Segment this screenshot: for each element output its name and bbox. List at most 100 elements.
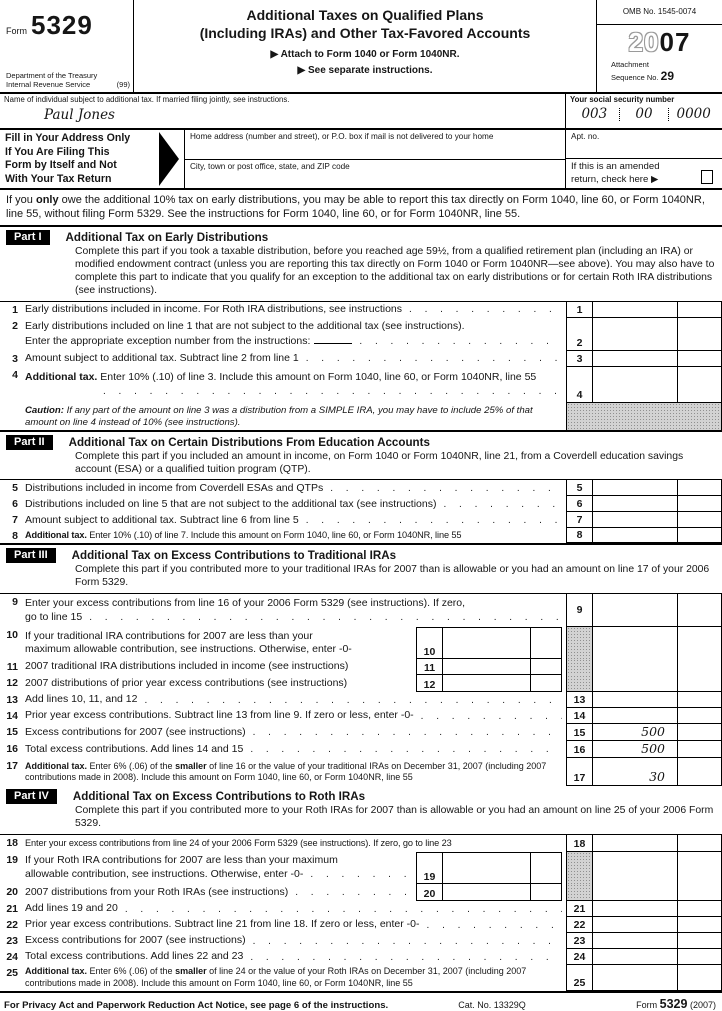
line-22-cents-cell[interactable] (678, 917, 722, 932)
line-21-cents-cell[interactable] (678, 901, 722, 916)
ssn-area[interactable]: 003 (581, 106, 608, 122)
name-field[interactable]: Name of individual subject to additional… (0, 94, 565, 128)
line-17-row: 17 Additional tax. Enter 6% (.06) of the… (0, 758, 722, 787)
name-ssn-row: Name of individual subject to additional… (0, 94, 722, 130)
line-1-amount-cell[interactable] (593, 301, 678, 317)
line-15-amount-cell[interactable]: 500 (593, 724, 678, 741)
line-6-amount-cell[interactable] (593, 496, 678, 512)
form-number-block: Form 5329 Department of the Treasury Inte… (0, 0, 134, 92)
line-14-cents-cell[interactable] (678, 708, 722, 724)
tax-year: 2007 (597, 27, 722, 58)
line-2-number: 2 (12, 319, 18, 332)
line-12-amount-cell[interactable] (443, 675, 531, 693)
line-21-amount-cell[interactable] (593, 901, 678, 916)
line-3-amount-cell[interactable] (593, 350, 678, 366)
line-19-text2: allowable contribution, see instructions… (25, 868, 304, 880)
line-20-amount-cell[interactable] (443, 884, 531, 901)
caution-bold: Caution: (25, 404, 64, 416)
line-25-cents-cell[interactable] (678, 965, 722, 990)
line-4-amount-cell[interactable] (593, 366, 678, 402)
line-5-cents-cell[interactable] (678, 480, 722, 496)
line-2-cents-cell[interactable] (678, 317, 722, 350)
line-22-amount-cell[interactable] (593, 917, 678, 932)
ssn-group[interactable]: 00 (635, 106, 653, 122)
line-14-amount-cell[interactable] (593, 708, 678, 724)
line-8-amount-cell[interactable] (593, 528, 678, 543)
leader-dots (306, 514, 562, 527)
line-18-row: 18 Enter your excess contributions from … (0, 835, 722, 852)
right-arrow-icon (159, 132, 179, 186)
ssn-field[interactable]: Your social security number 003 00 0000 (565, 94, 722, 128)
line-12-text: 2007 distributions of prior year excess … (25, 676, 348, 689)
line-16-amount-cell[interactable]: 500 (593, 741, 678, 758)
line-23-amount-cell[interactable] (593, 933, 678, 948)
line-11-amount-cell[interactable] (443, 659, 531, 676)
line-7-cents-cell[interactable] (678, 512, 722, 528)
line-4-cents-cell[interactable] (678, 366, 722, 402)
exception-number-blank[interactable] (314, 334, 353, 344)
line-11-row: 11 2007 traditional IRA distributions in… (0, 659, 722, 676)
dept-line2: Internal Revenue Service (6, 80, 91, 89)
line-9-amount-cell[interactable] (593, 594, 678, 627)
line-7-text: Amount subject to additional tax. Subtra… (25, 513, 299, 526)
amended-return-checkbox[interactable] (701, 170, 713, 184)
line-23-cents-cell[interactable] (678, 933, 722, 948)
home-address-field[interactable]: Home address (number and street), or P.O… (185, 130, 565, 160)
part3-label: Part III (6, 548, 56, 564)
leader-dots (89, 611, 562, 624)
line-14-row: 14 Prior year excess contributions. Subt… (0, 708, 722, 725)
line-23-row: 23 Excess contributions for 2007 (see in… (0, 933, 722, 949)
line-17-cents-cell[interactable] (678, 758, 722, 786)
line-16-cents-cell[interactable] (678, 741, 722, 758)
line-12-cents-cell[interactable] (531, 675, 562, 693)
form-footer: For Privacy Act and Paperwork Reduction … (0, 991, 722, 1011)
name-label: Name of individual subject to additional… (4, 95, 290, 104)
line-10-cents-cell[interactable] (531, 627, 562, 660)
line-25-number: 25 (6, 967, 18, 979)
line-10-text2: maximum allowable contribution, see inst… (25, 643, 352, 656)
line-1-cents-cell[interactable] (678, 301, 722, 317)
apt-number-field[interactable]: Apt. no. (566, 130, 722, 160)
line-19-text1: If your Roth IRA contributions for 2007 … (25, 854, 338, 867)
line-11-text: 2007 traditional IRA distributions inclu… (25, 660, 349, 673)
shaded-area (566, 852, 593, 884)
line-25-text2: of line 24 or the value of your Roth IRA… (25, 966, 527, 988)
line-7-amount-cell[interactable] (593, 512, 678, 528)
ssn-value[interactable]: 003 00 0000 (570, 106, 718, 122)
ssn-serial[interactable]: 0000 (676, 106, 711, 122)
city-state-zip-field[interactable]: City, town or post office, state, and ZI… (190, 161, 350, 171)
line-24-amount-cell[interactable] (593, 949, 678, 964)
name-value[interactable]: Paul Jones (44, 107, 115, 124)
line-4-text: Enter 10% (.10) of line 3. Include this … (97, 371, 537, 384)
line-19-amount-cell[interactable] (443, 852, 531, 884)
line-10-text1: If your traditional IRA contributions fo… (25, 629, 313, 642)
attachment-sequence: Attachment Sequence No. 29 (597, 60, 722, 84)
line-25-amount-cell[interactable] (593, 965, 678, 990)
line-9-cents-cell[interactable] (678, 594, 722, 627)
line-8-cents-cell[interactable] (678, 528, 722, 543)
line-2-amount-cell[interactable] (593, 317, 678, 350)
line-11-cents-cell[interactable] (531, 659, 562, 676)
line-6-cents-cell[interactable] (678, 496, 722, 512)
form-number: 5329 (31, 10, 93, 40)
line-18-amount-cell[interactable] (593, 835, 678, 851)
line-18-cents-cell[interactable] (678, 835, 722, 851)
line-17-amount-cell[interactable]: 30 (593, 758, 678, 786)
line-13-amount-cell[interactable] (593, 692, 678, 708)
line-19-cents-cell[interactable] (531, 852, 562, 884)
line-20-cents-cell[interactable] (531, 884, 562, 901)
line-10-row: 10 If your traditional IRA contributions… (0, 627, 722, 660)
part4-section: Part IV Additional Tax on Excess Contrib… (0, 786, 722, 991)
leader-dots (359, 335, 562, 348)
line-20-row: 20 2007 distributions from your Roth IRA… (0, 884, 722, 901)
leader-dots (253, 935, 562, 948)
line-25-row: 25 Additional tax. Enter 6% (.06) of the… (0, 965, 722, 991)
line-15-cents-cell[interactable] (678, 724, 722, 741)
line-3-cents-cell[interactable] (678, 350, 722, 366)
line-24-cents-cell[interactable] (678, 949, 722, 964)
part3-description: Complete this part if you contributed mo… (75, 564, 710, 589)
omb-year-block: OMB No. 1545-0074 2007 Attachment Sequen… (596, 0, 722, 92)
line-5-amount-cell[interactable] (593, 480, 678, 496)
line-13-cents-cell[interactable] (678, 692, 722, 708)
line-10-amount-cell[interactable] (443, 627, 531, 660)
